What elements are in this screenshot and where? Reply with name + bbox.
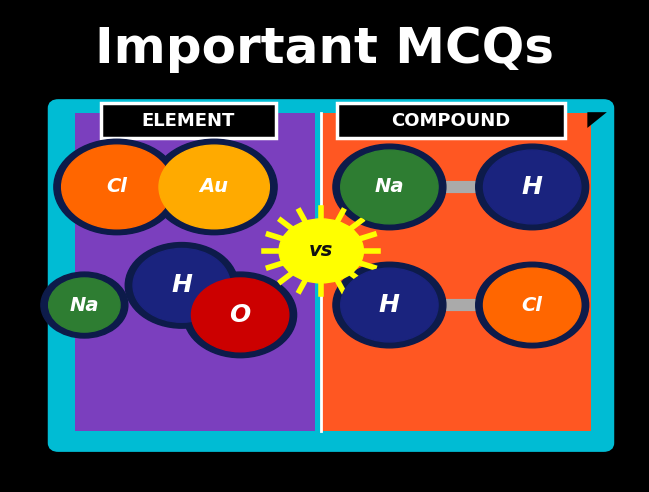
Polygon shape bbox=[587, 112, 607, 128]
Text: COMPOUND: COMPOUND bbox=[391, 112, 511, 129]
FancyBboxPatch shape bbox=[321, 113, 591, 431]
Circle shape bbox=[484, 268, 581, 342]
Text: Na: Na bbox=[69, 296, 99, 314]
Circle shape bbox=[54, 139, 180, 235]
FancyBboxPatch shape bbox=[101, 103, 276, 138]
Text: H: H bbox=[522, 175, 543, 199]
Circle shape bbox=[133, 248, 230, 322]
Circle shape bbox=[476, 144, 589, 230]
Circle shape bbox=[159, 145, 269, 229]
Circle shape bbox=[333, 262, 446, 348]
Circle shape bbox=[125, 243, 238, 328]
Circle shape bbox=[62, 145, 172, 229]
Circle shape bbox=[41, 272, 128, 338]
Circle shape bbox=[184, 272, 297, 358]
FancyBboxPatch shape bbox=[337, 103, 565, 138]
Circle shape bbox=[484, 150, 581, 224]
Text: ELEMENT: ELEMENT bbox=[141, 112, 235, 129]
Text: H: H bbox=[171, 274, 192, 297]
Circle shape bbox=[49, 278, 120, 332]
Circle shape bbox=[341, 150, 438, 224]
Text: Na: Na bbox=[374, 178, 404, 196]
Circle shape bbox=[476, 262, 589, 348]
FancyBboxPatch shape bbox=[75, 113, 315, 431]
Text: Important MCQs: Important MCQs bbox=[95, 25, 554, 73]
Text: Cl: Cl bbox=[106, 178, 127, 196]
Text: Au: Au bbox=[200, 178, 228, 196]
Circle shape bbox=[333, 144, 446, 230]
FancyBboxPatch shape bbox=[52, 103, 610, 448]
Text: vs: vs bbox=[309, 242, 334, 260]
Text: H: H bbox=[379, 293, 400, 317]
Text: O: O bbox=[230, 303, 251, 327]
Text: Cl: Cl bbox=[522, 296, 543, 314]
Circle shape bbox=[341, 268, 438, 342]
Circle shape bbox=[279, 219, 363, 283]
Circle shape bbox=[151, 139, 277, 235]
Circle shape bbox=[191, 278, 289, 352]
